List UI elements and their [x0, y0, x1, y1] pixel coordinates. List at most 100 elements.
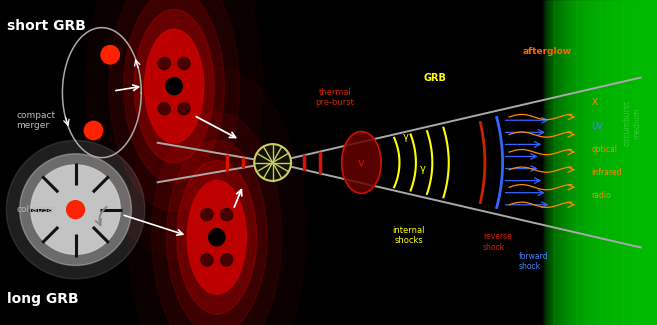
- Bar: [604, 0, 605, 325]
- Bar: [645, 0, 646, 325]
- Bar: [614, 0, 615, 325]
- Bar: [608, 0, 609, 325]
- Bar: [643, 0, 644, 325]
- Text: long GRB: long GRB: [7, 292, 78, 306]
- Bar: [655, 0, 656, 325]
- Bar: [629, 0, 630, 325]
- Bar: [621, 0, 622, 325]
- Bar: [641, 0, 642, 325]
- Ellipse shape: [158, 103, 170, 115]
- Bar: [642, 0, 643, 325]
- Text: reverse
shock: reverse shock: [483, 232, 512, 252]
- Text: optical: optical: [591, 145, 618, 154]
- Bar: [599, 0, 600, 325]
- Bar: [625, 0, 626, 325]
- Bar: [563, 0, 564, 325]
- Bar: [542, 0, 543, 325]
- Text: γ: γ: [403, 132, 408, 141]
- Ellipse shape: [128, 67, 306, 325]
- Bar: [610, 0, 611, 325]
- Bar: [557, 0, 558, 325]
- Bar: [638, 0, 639, 325]
- Text: v: v: [358, 158, 365, 167]
- Bar: [548, 0, 549, 325]
- Bar: [579, 0, 580, 325]
- Bar: [568, 0, 569, 325]
- Bar: [616, 0, 617, 325]
- Bar: [627, 0, 628, 325]
- Bar: [559, 0, 560, 325]
- Ellipse shape: [7, 140, 145, 279]
- Text: internal
shocks: internal shocks: [392, 226, 425, 245]
- Bar: [626, 0, 627, 325]
- Ellipse shape: [187, 180, 246, 294]
- Bar: [550, 0, 551, 325]
- Bar: [634, 0, 635, 325]
- Ellipse shape: [166, 78, 182, 95]
- Ellipse shape: [209, 229, 225, 246]
- Bar: [567, 0, 568, 325]
- Bar: [566, 0, 567, 325]
- Bar: [588, 0, 589, 325]
- Ellipse shape: [124, 0, 224, 183]
- Bar: [623, 0, 624, 325]
- Bar: [564, 0, 565, 325]
- Ellipse shape: [85, 0, 263, 257]
- Ellipse shape: [221, 254, 233, 266]
- Text: X: X: [591, 98, 597, 107]
- Bar: [545, 0, 546, 325]
- Text: γ: γ: [420, 164, 425, 174]
- Ellipse shape: [152, 112, 282, 325]
- Text: compact
merger: compact merger: [16, 111, 56, 130]
- Bar: [597, 0, 598, 325]
- Bar: [595, 0, 596, 325]
- Bar: [582, 0, 583, 325]
- Bar: [572, 0, 573, 325]
- Ellipse shape: [145, 29, 204, 143]
- Bar: [617, 0, 618, 325]
- Bar: [549, 0, 550, 325]
- Bar: [654, 0, 655, 325]
- Bar: [607, 0, 608, 325]
- Bar: [605, 0, 606, 325]
- Text: thermal
pre-burst: thermal pre-burst: [315, 88, 355, 107]
- Ellipse shape: [20, 154, 131, 266]
- Bar: [622, 0, 623, 325]
- Bar: [631, 0, 632, 325]
- Bar: [650, 0, 651, 325]
- Polygon shape: [342, 132, 381, 193]
- Ellipse shape: [178, 103, 190, 115]
- Bar: [647, 0, 648, 325]
- Bar: [651, 0, 652, 325]
- Bar: [615, 0, 616, 325]
- Ellipse shape: [178, 58, 190, 70]
- Bar: [570, 0, 571, 325]
- Ellipse shape: [177, 161, 257, 314]
- Bar: [591, 0, 592, 325]
- Bar: [583, 0, 584, 325]
- Bar: [555, 0, 556, 325]
- Ellipse shape: [134, 9, 214, 163]
- Text: infrared: infrared: [591, 168, 622, 177]
- Bar: [619, 0, 620, 325]
- Bar: [653, 0, 654, 325]
- Bar: [630, 0, 631, 325]
- Text: UV: UV: [591, 122, 603, 131]
- Text: forward
shock: forward shock: [519, 252, 549, 271]
- Bar: [593, 0, 594, 325]
- Bar: [569, 0, 570, 325]
- Text: radio: radio: [591, 190, 611, 200]
- Bar: [575, 0, 576, 325]
- Ellipse shape: [109, 0, 239, 211]
- Bar: [632, 0, 633, 325]
- Bar: [580, 0, 581, 325]
- Bar: [636, 0, 637, 325]
- Bar: [573, 0, 574, 325]
- Bar: [594, 0, 595, 325]
- Bar: [620, 0, 621, 325]
- Bar: [648, 0, 649, 325]
- Bar: [556, 0, 557, 325]
- Bar: [546, 0, 547, 325]
- Bar: [613, 0, 614, 325]
- Bar: [635, 0, 636, 325]
